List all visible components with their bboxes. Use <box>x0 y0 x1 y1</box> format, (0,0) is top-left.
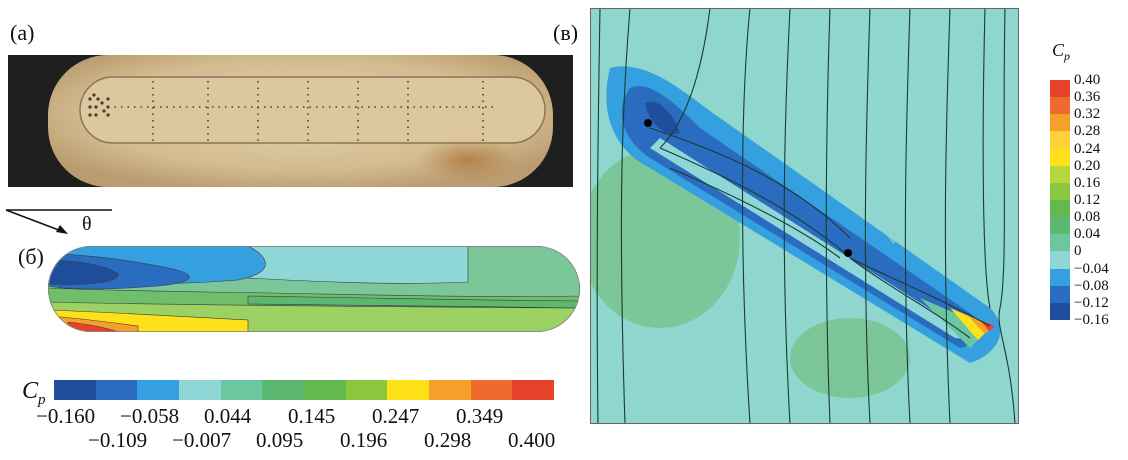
colorbar-right-tick: 0.16 <box>1074 174 1101 191</box>
colorbar-bottom-swatch <box>95 380 138 400</box>
colorbar-bottom-tick: 0.196 <box>340 428 388 452</box>
colorbar-right-tick: −0.04 <box>1074 260 1109 277</box>
pressure-taps <box>88 93 110 117</box>
colorbar-right-tick: 0.12 <box>1074 192 1101 208</box>
colorbar-bottom-tick: 0.400 <box>508 428 556 452</box>
colorbar-right-tick: −0.08 <box>1074 277 1109 294</box>
panel-label-a: (a) <box>10 20 35 45</box>
colorbar-bottom-swatch <box>512 380 554 400</box>
colorbar-right-label: Cp <box>1052 40 1071 63</box>
colorbar-bottom-tick: 0.095 <box>256 428 304 452</box>
colorbar-right-ticks: 0.40 0.36 0.32 0.28 0.24 0.20 0.16 0.12 0.08 0.04… <box>1074 73 1124 328</box>
colorbar-right-swatch <box>1050 131 1070 149</box>
flow-field-graphic <box>590 8 1019 424</box>
colorbar-right-tick: 0.32 <box>1074 106 1101 123</box>
colorbar-right-swatch <box>1050 114 1070 132</box>
colorbar-right-swatch <box>1050 182 1070 200</box>
colorbar-bottom-swatch <box>345 380 388 400</box>
colorbar-bottom-tick: 0.247 <box>372 404 420 428</box>
angle-symbol: θ <box>82 213 92 235</box>
colorbar-bottom-swatch <box>387 380 429 400</box>
colorbar-bottom-tick: −0.007 <box>172 428 232 452</box>
panel-label-b: (б) <box>18 244 44 269</box>
streamlines <box>596 8 1016 424</box>
colorbar-bottom-swatch <box>137 380 179 400</box>
cp-subscript: p <box>38 392 46 408</box>
colorbar-bottom-label: Cp <box>22 378 46 408</box>
flow-field-plot <box>590 8 1019 424</box>
colorbar-bottom-swatch <box>54 380 96 400</box>
colorbar-right-tick: 0.08 <box>1074 209 1101 226</box>
colorbar-bottom-swatch <box>429 380 471 400</box>
contour-plot-b-graphic <box>48 246 580 332</box>
colorbar-bottom-tick: −0.160 <box>36 404 96 428</box>
colorbar-right-swatch <box>1050 302 1070 320</box>
colorbar-right-swatch <box>1050 285 1070 303</box>
colorbar-right-tick: 0.04 <box>1074 226 1101 243</box>
colorbar-bottom-tick: −0.058 <box>120 404 180 428</box>
cp-symbol: C <box>22 378 39 404</box>
colorbar-right-swatch <box>1050 200 1070 218</box>
model-photo <box>8 55 573 187</box>
colorbar-right-swatch <box>1050 268 1070 286</box>
cp-symbol-right: C <box>1052 40 1065 60</box>
colorbar-right-tick: 0.36 <box>1074 89 1101 106</box>
colorbar-right-tick: 0.40 <box>1074 72 1101 88</box>
colorbar-right-swatch <box>1050 97 1070 115</box>
colorbar-right-tick: −0.16 <box>1074 312 1109 328</box>
colorbar-right-tick: 0.20 <box>1074 157 1101 174</box>
colorbar-right-swatch <box>1050 234 1070 252</box>
colorbar-bottom-swatch <box>470 380 513 400</box>
angle-indicator <box>5 209 112 234</box>
colorbar-bottom-tick: 0.145 <box>288 404 336 428</box>
colorbar-bottom-tick: 0.044 <box>204 404 252 428</box>
colorbar-right-swatch <box>1050 165 1070 183</box>
cp-subscript-right: p <box>1064 49 1071 63</box>
colorbar-right-tick: 0 <box>1074 243 1082 260</box>
colorbar-bottom <box>54 380 554 400</box>
colorbar-bottom-swatch <box>220 380 263 400</box>
colorbar-right-tick: 0.24 <box>1074 140 1101 157</box>
colorbar-bottom-swatch <box>304 380 346 400</box>
colorbar-bottom-tick: 0.298 <box>424 428 472 452</box>
colorbar-bottom-tick: −0.109 <box>88 428 148 452</box>
colorbar-right <box>1050 80 1070 320</box>
colorbar-right-swatch <box>1050 251 1070 269</box>
colorbar-right-swatch <box>1050 148 1070 166</box>
contour-plot-b <box>48 246 580 332</box>
panel-label-c: (в) <box>553 20 579 45</box>
colorbar-right-swatch <box>1050 80 1070 98</box>
model-photo-graphic <box>8 55 573 187</box>
colorbar-right-swatch <box>1050 217 1070 235</box>
colorbar-right-tick: −0.12 <box>1074 294 1109 311</box>
colorbar-bottom-swatch <box>179 380 221 400</box>
colorbar-right-tick: 0.28 <box>1074 123 1101 140</box>
colorbar-bottom-tick: 0.349 <box>456 404 504 428</box>
colorbar-bottom-swatch <box>262 380 304 400</box>
